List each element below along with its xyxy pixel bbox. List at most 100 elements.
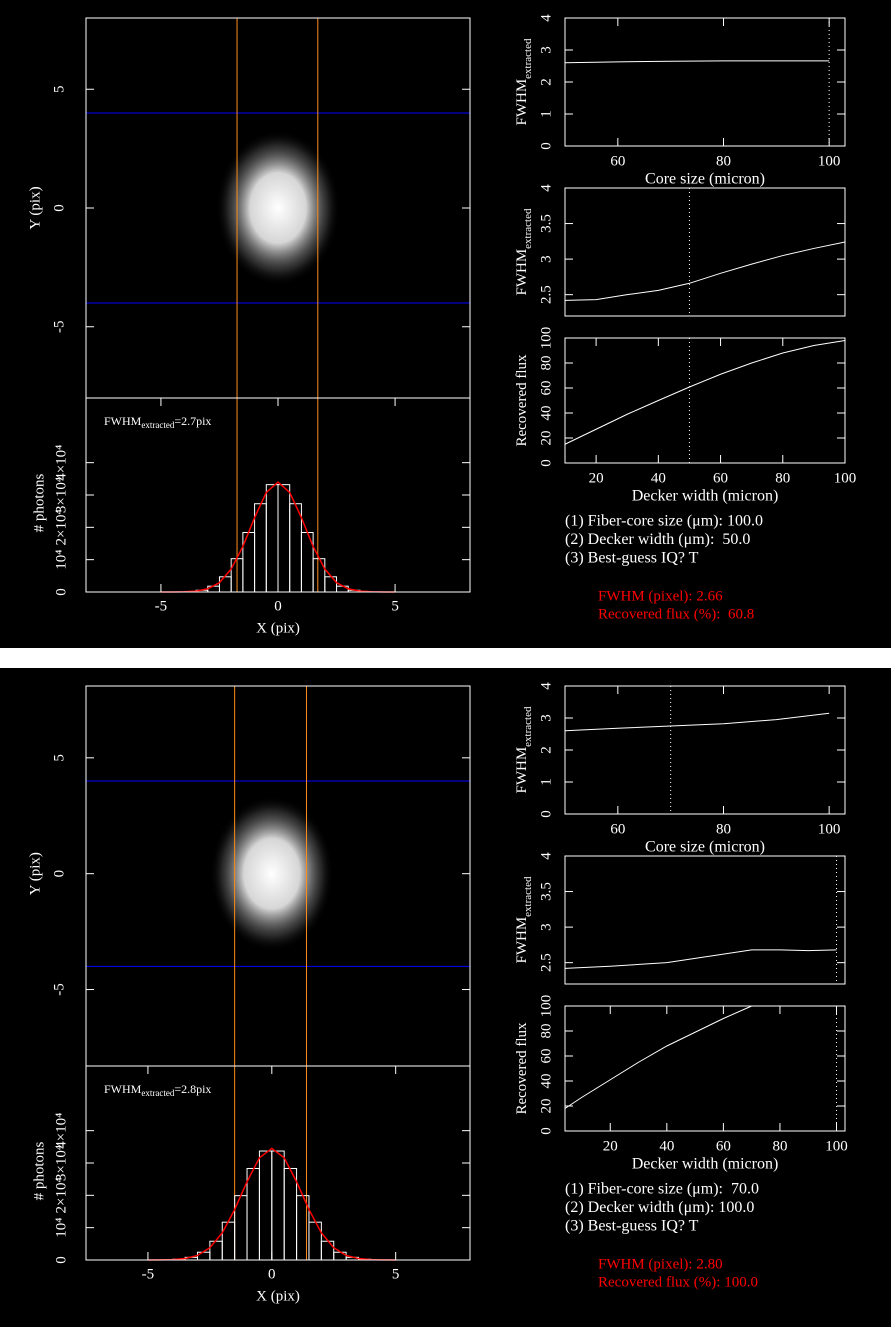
x-tick-label: 20 xyxy=(589,470,604,486)
annotation-text: FWHM xyxy=(104,414,142,428)
x-axis-label: Decker width (micron) xyxy=(632,1156,779,1173)
x-tick-label: 5 xyxy=(392,1266,400,1282)
curve xyxy=(564,340,846,445)
y-axis-label-subscript: extracted xyxy=(522,38,534,79)
annotation-subscript: extracted xyxy=(141,420,174,430)
y-axis-label: Y (pix) xyxy=(27,186,43,229)
y-tick-label: 0 xyxy=(538,1127,554,1135)
x-tick-label: 80 xyxy=(716,153,731,169)
y-tick-label: 60 xyxy=(538,381,554,396)
annotation-text: FWHM xyxy=(104,1082,142,1096)
y-tick-label: -5 xyxy=(51,321,67,334)
y-tick-label: 80 xyxy=(538,1024,554,1039)
setting-note: (3) Best-guess IQ? T xyxy=(565,550,699,567)
x-tick-label: 5 xyxy=(391,598,399,614)
x-tick-label: 0 xyxy=(274,598,282,614)
y-tick-label: 2×10⁴ xyxy=(53,509,69,545)
y-axis-label: FWHMextracted xyxy=(514,38,533,125)
y-tick-label: 0 xyxy=(538,459,554,467)
y-tick-label: 5 xyxy=(51,86,67,94)
annotation-suffix: =2.7pix xyxy=(174,414,211,428)
y-tick-label: 60 xyxy=(538,1049,554,1064)
y-tick-label: 2.5 xyxy=(538,953,554,972)
y-axis-label-subscript: extracted xyxy=(522,706,534,747)
y-axis-label-text: Recovered flux xyxy=(514,354,530,447)
gaussian-fit xyxy=(160,481,396,593)
y-tick-label: 10⁴ xyxy=(53,1218,69,1238)
y-tick-label: 4×10⁴ xyxy=(53,445,69,481)
plot-frame xyxy=(564,337,846,464)
panel-background xyxy=(0,0,891,648)
x-tick-label: 80 xyxy=(772,1138,787,1154)
y-axis-label: # photons xyxy=(31,473,47,532)
y-axis-label: FWHMextracted xyxy=(514,208,533,295)
y-axis-label-text: FWHM xyxy=(514,249,530,296)
x-tick-label: 60 xyxy=(716,1138,731,1154)
setting-note: (3) Best-guess IQ? T xyxy=(565,1218,699,1235)
y-axis-label: FWHMextracted xyxy=(514,876,533,963)
curve xyxy=(564,241,846,301)
y-tick-label: 3 xyxy=(538,923,554,931)
x-tick-label: 80 xyxy=(716,821,731,837)
curve xyxy=(564,1005,752,1109)
y-tick-label: 1 xyxy=(538,110,554,118)
plot-frame xyxy=(564,855,846,985)
plot-frame xyxy=(564,187,846,317)
y-tick-label: 4×10⁴ xyxy=(53,1113,69,1149)
y-tick-label: 4 xyxy=(538,184,554,192)
y-tick-label: 10⁴ xyxy=(53,550,69,570)
y-tick-label: 0 xyxy=(53,1256,69,1264)
setting-note: (2) Decker width (μm): 50.0 xyxy=(565,531,750,548)
y-axis-label-subscript: extracted xyxy=(522,876,534,917)
y-tick-label: 0 xyxy=(51,204,67,212)
y-axis-label-text: Recovered flux xyxy=(514,1022,530,1115)
curve xyxy=(564,949,837,969)
y-tick-label: 20 xyxy=(538,431,554,446)
x-axis-label: Core size (micron) xyxy=(645,839,765,856)
x-tick-label: -5 xyxy=(155,598,168,614)
y-tick-label: 3×10⁴ xyxy=(53,477,69,513)
x-tick-label: 60 xyxy=(610,821,625,837)
y-axis-label-text: FWHM xyxy=(514,917,530,964)
x-tick-label: 100 xyxy=(818,153,841,169)
y-tick-label: 2 xyxy=(538,78,554,86)
x-tick-label: 20 xyxy=(603,1138,618,1154)
annotation-suffix: =2.8pix xyxy=(174,1082,211,1096)
curve xyxy=(564,60,830,64)
annotation-subscript: extracted xyxy=(141,1088,174,1098)
setting-note: (1) Fiber-core size (μm): 100.0 xyxy=(565,513,763,530)
y-tick-label: 3.5 xyxy=(538,214,554,233)
y-tick-label: 0 xyxy=(53,588,69,596)
y-tick-label: 5 xyxy=(51,754,67,762)
x-tick-label: 100 xyxy=(834,470,857,486)
x-tick-label: 80 xyxy=(775,470,790,486)
setting-note: (2) Decker width (μm): 100.0 xyxy=(565,1199,754,1216)
x-tick-label: 60 xyxy=(713,470,728,486)
y-tick-label: -5 xyxy=(51,983,67,996)
y-tick-label: 3.5 xyxy=(538,882,554,901)
x-axis-label: Decker width (micron) xyxy=(632,488,779,505)
panel-background xyxy=(0,668,891,1327)
y-tick-label: 2.5 xyxy=(538,285,554,304)
y-tick-label: 0 xyxy=(538,142,554,150)
x-tick-label: -5 xyxy=(142,1266,155,1282)
result-note: FWHM (pixel): 2.80 xyxy=(598,1256,723,1272)
x-tick-label: 40 xyxy=(659,1138,674,1154)
psf-image xyxy=(209,795,334,952)
result-note: Recovered flux (%): 60.8 xyxy=(598,606,754,622)
y-axis-label-subscript: extracted xyxy=(522,208,534,249)
y-tick-label: 0 xyxy=(51,870,67,878)
y-tick-label: 40 xyxy=(538,1074,554,1089)
x-tick-label: 100 xyxy=(825,1138,848,1154)
plot-frame xyxy=(564,1005,846,1132)
y-axis-label: Recovered flux xyxy=(514,354,530,447)
y-axis-label: Y (pix) xyxy=(27,852,43,895)
y-tick-label: 4 xyxy=(538,682,554,690)
result-note: Recovered flux (%): 100.0 xyxy=(598,1274,758,1290)
y-tick-label: 2 xyxy=(538,746,554,754)
x-axis-label: X (pix) xyxy=(256,620,300,636)
y-tick-label: 4 xyxy=(538,14,554,22)
y-tick-label: 40 xyxy=(538,406,554,421)
y-tick-label: 3 xyxy=(538,255,554,263)
y-tick-label: 3 xyxy=(538,46,554,54)
